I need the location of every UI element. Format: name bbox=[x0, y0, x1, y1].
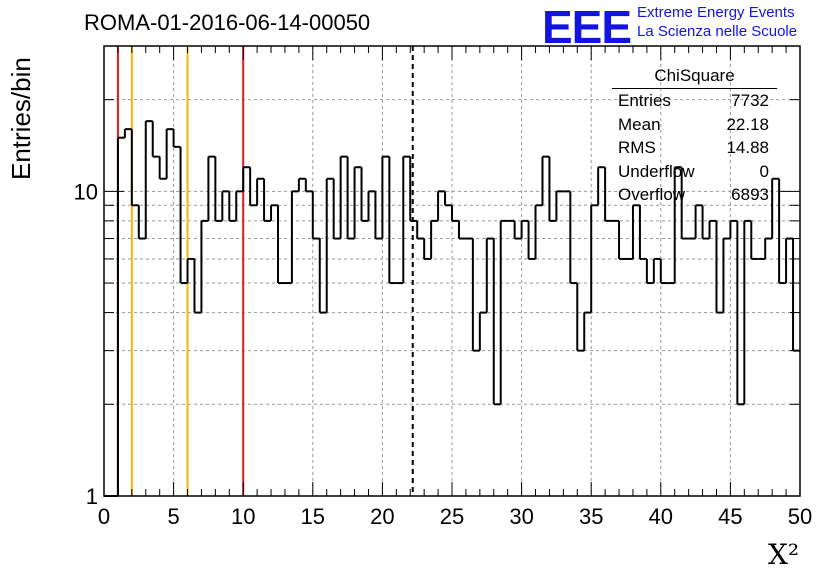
stats-row-overflow: Overflow 6893 bbox=[612, 183, 777, 207]
stats-row-rms: RMS 14.88 bbox=[612, 136, 777, 160]
stats-value: 6893 bbox=[731, 185, 769, 204]
stats-row-entries: Entries 7732 bbox=[612, 89, 777, 113]
x-tick-label: 5 bbox=[167, 504, 179, 529]
logo-tagline-2: La Scienza nelle Scuole bbox=[637, 23, 798, 40]
stats-title: ChiSquare bbox=[612, 66, 777, 89]
stats-label: Overflow bbox=[618, 185, 686, 204]
stats-value: 22.18 bbox=[726, 114, 769, 134]
logo-tagline-1: Extreme Energy Events bbox=[637, 4, 795, 21]
stats-value: 14.88 bbox=[726, 138, 769, 157]
stats-label: Underflow bbox=[618, 161, 695, 181]
x-axis-label: X² bbox=[768, 538, 800, 571]
stats-value: 0 bbox=[759, 161, 769, 181]
x-tick-label: 50 bbox=[788, 504, 812, 529]
x-tick-label: 35 bbox=[579, 504, 603, 529]
stats-label: RMS bbox=[618, 138, 656, 157]
x-tick-label: 15 bbox=[301, 504, 325, 529]
x-tick-label: 0 bbox=[98, 504, 110, 529]
stats-value: 7732 bbox=[731, 91, 769, 110]
stats-row-underflow: Underflow 0 bbox=[612, 160, 777, 184]
y-tick-label: 1 bbox=[86, 484, 98, 509]
x-tick-label: 25 bbox=[440, 504, 464, 529]
x-tick-label: 20 bbox=[370, 504, 394, 529]
run-title: ROMA-01-2016-06-14-00050 bbox=[84, 10, 371, 35]
x-tick-label: 10 bbox=[231, 504, 255, 529]
stats-label: Mean bbox=[618, 114, 661, 134]
eee-logo: EEE bbox=[542, 1, 632, 53]
y-tick-label: 10 bbox=[74, 179, 98, 204]
x-tick-label: 40 bbox=[649, 504, 673, 529]
stats-row-mean: Mean 22.18 bbox=[612, 113, 777, 137]
x-tick-label: 45 bbox=[718, 504, 742, 529]
stats-label: Entries bbox=[618, 91, 671, 110]
x-tick-label: 30 bbox=[509, 504, 533, 529]
stats-box: ChiSquare Entries 7732 Mean 22.18 RMS 14… bbox=[612, 66, 777, 207]
